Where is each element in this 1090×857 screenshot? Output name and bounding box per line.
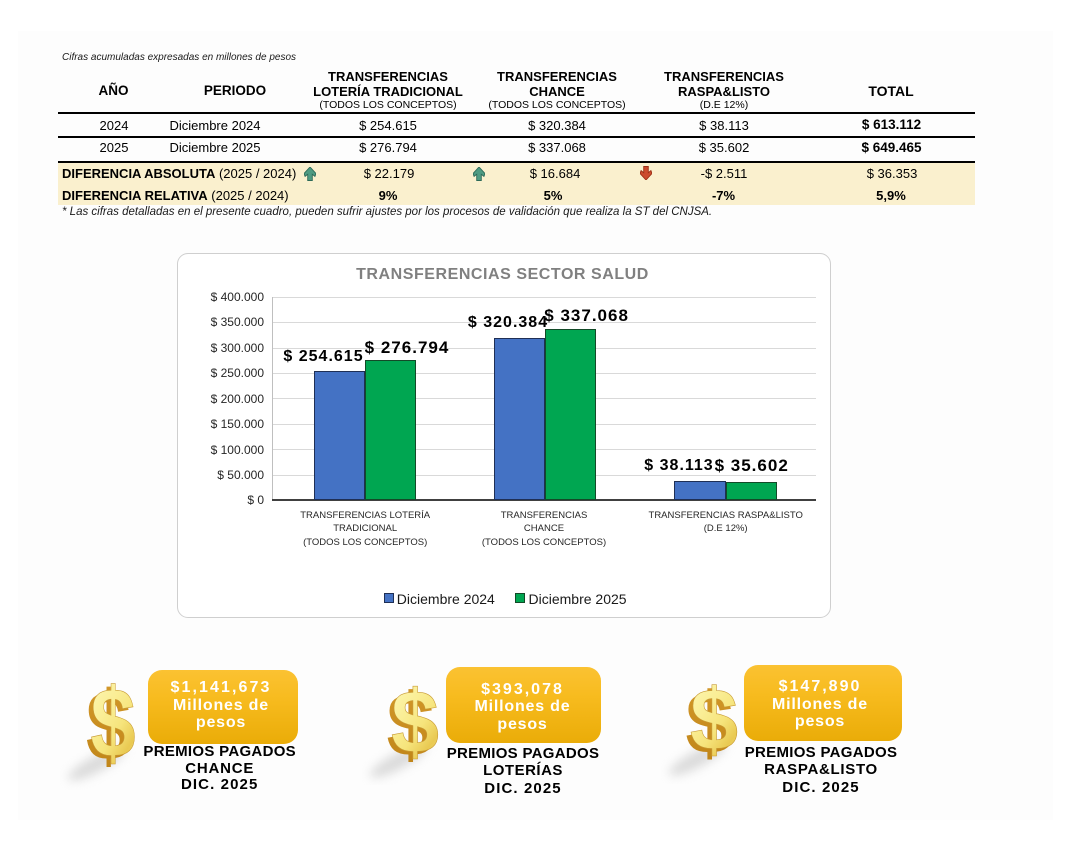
- svg-text:$: $: [685, 674, 733, 771]
- svg-text:$: $: [690, 671, 738, 768]
- svg-text:$: $: [86, 672, 131, 782]
- svg-text:$: $: [386, 675, 434, 774]
- svg-text:$: $: [90, 668, 135, 778]
- svg-text:$: $: [391, 672, 439, 771]
